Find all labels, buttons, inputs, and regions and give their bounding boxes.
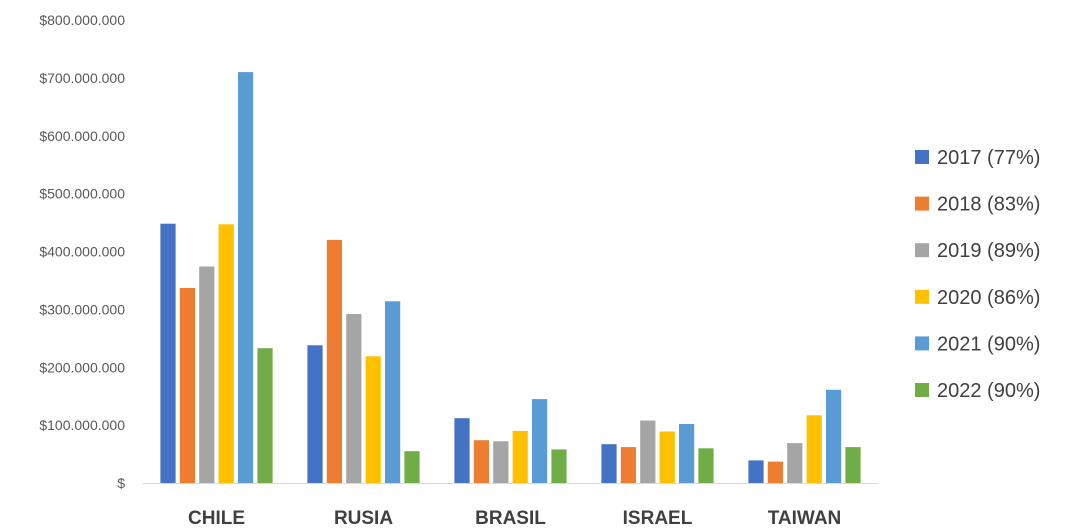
- legend-label: 2021 (90%): [937, 333, 1040, 355]
- bar: [767, 461, 783, 483]
- bar: [257, 348, 273, 483]
- bar: [806, 415, 822, 483]
- y-tick-label: $100.000.000: [39, 417, 125, 433]
- bar: [640, 420, 656, 483]
- y-tick-label: $800.000.000: [39, 12, 125, 28]
- bar: [218, 224, 234, 484]
- x-tick-label: BRASIL: [475, 508, 546, 529]
- y-tick-label: $400.000.000: [39, 244, 125, 260]
- y-tick-label: $300.000.000: [39, 301, 125, 317]
- y-axis-ticks: $ $100.000.000 $200.000.000 $300.000.000 $40…: [39, 12, 125, 491]
- bar: [601, 444, 617, 483]
- legend-swatch: [915, 289, 929, 304]
- bars: [160, 72, 861, 484]
- x-tick-label: CHILE: [188, 508, 245, 529]
- bar: [346, 314, 362, 483]
- bar: [698, 448, 714, 483]
- legend-label: 2020 (86%): [937, 287, 1040, 309]
- bar: [748, 460, 764, 483]
- bar: [385, 301, 401, 483]
- bar: [179, 288, 195, 483]
- x-tick-label: TAIWAN: [768, 508, 842, 529]
- bar: [160, 223, 176, 483]
- bar: [238, 72, 254, 483]
- bar: [679, 424, 695, 483]
- legend-swatch: [915, 150, 929, 164]
- bar: [787, 443, 803, 483]
- x-tick-label: ISRAEL: [623, 508, 693, 529]
- bar: [551, 449, 567, 483]
- legend-swatch: [915, 196, 929, 211]
- legend: 2017 (77%) 2018 (83%) 2019 (89%) 2020 (86%)…: [915, 147, 1040, 402]
- bar: [404, 451, 420, 483]
- bar: [326, 239, 342, 483]
- bar: [199, 266, 215, 483]
- x-axis: CHILE RUSIA BRASIL ISRAEL TAIWAN: [143, 483, 878, 529]
- y-tick-label: $600.000.000: [39, 128, 125, 144]
- legend-label: 2022 (90%): [937, 380, 1040, 402]
- legend-label: 2017 (77%): [937, 147, 1040, 169]
- bar: [473, 440, 489, 483]
- legend-label: 2018 (83%): [937, 194, 1040, 216]
- legend-swatch: [915, 383, 929, 397]
- bar: [493, 441, 509, 483]
- legend-swatch: [915, 243, 929, 258]
- bar: [659, 431, 675, 483]
- bar: [845, 447, 861, 483]
- legend-swatch: [915, 336, 929, 351]
- x-tick-label: RUSIA: [334, 508, 393, 529]
- y-tick-label: $700.000.000: [39, 70, 125, 86]
- bar: [620, 447, 636, 483]
- y-tick-label: $: [117, 475, 125, 491]
- bar: [365, 356, 381, 483]
- bar: [307, 345, 323, 483]
- bar: [826, 389, 842, 483]
- bar: [512, 430, 528, 483]
- bar: [454, 418, 470, 483]
- y-tick-label: $500.000.000: [39, 186, 125, 202]
- y-tick-label: $200.000.000: [39, 359, 125, 375]
- bar: [532, 399, 548, 483]
- legend-label: 2019 (89%): [937, 240, 1040, 262]
